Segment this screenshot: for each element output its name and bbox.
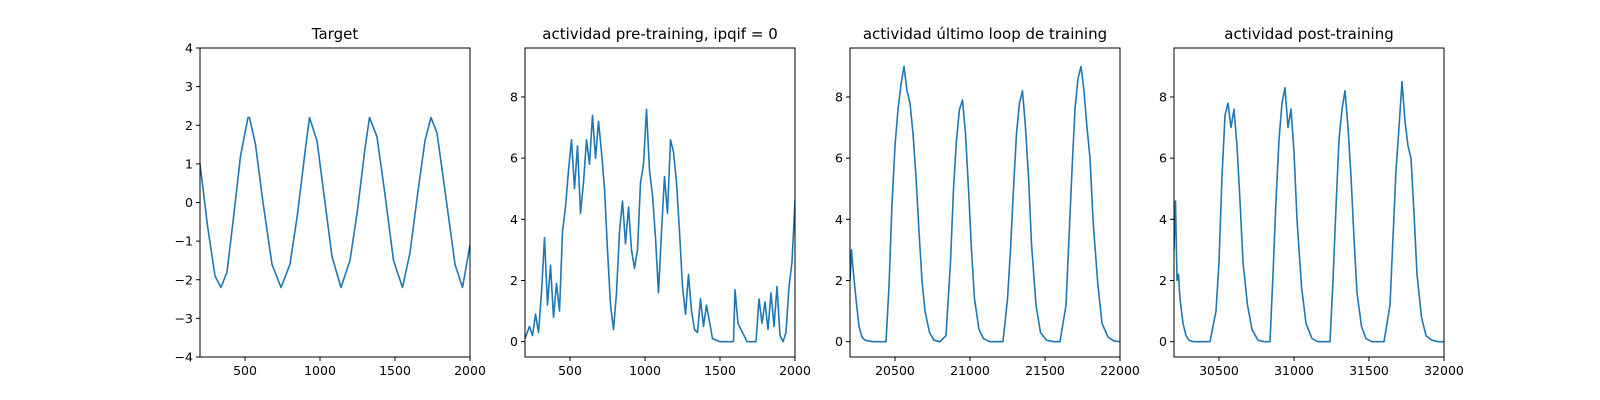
x-tick-label: 2000 bbox=[779, 363, 811, 378]
y-tick-label: −3 bbox=[175, 311, 193, 326]
x-tick-label: 1500 bbox=[704, 363, 736, 378]
y-tick-label: 0 bbox=[510, 334, 518, 349]
y-tick-label: 2 bbox=[185, 118, 193, 133]
subplot-title: Target bbox=[311, 25, 359, 43]
x-tick-label: 1500 bbox=[379, 363, 411, 378]
x-tick-label: 2000 bbox=[454, 363, 486, 378]
y-tick-label: 0 bbox=[1159, 334, 1167, 349]
y-tick-label: 6 bbox=[1159, 151, 1167, 166]
subplot-4: 30500 31000 31500 32000 0 2 4 6 8 actividad post-… bbox=[1159, 25, 1464, 378]
x-tick-label: 21500 bbox=[1025, 363, 1065, 378]
y-tick-label: −1 bbox=[175, 234, 193, 249]
series-line bbox=[850, 65, 1120, 343]
axes-frame bbox=[199, 47, 471, 358]
series-line bbox=[1174, 80, 1444, 343]
x-tick-label: 21000 bbox=[950, 363, 990, 378]
subplot-3: 20500 21000 21500 22000 0 2 4 6 8 actividad últim… bbox=[835, 25, 1140, 378]
x-tick-label: 500 bbox=[233, 363, 257, 378]
axes-frame bbox=[849, 47, 1121, 358]
subplot-1: 500 1000 1500 2000 −4 −3 −2 −1 0 1 2 3 4 Target bbox=[175, 25, 486, 378]
y-tick-label: −4 bbox=[175, 350, 193, 365]
x-tick-label: 500 bbox=[558, 363, 582, 378]
x-tick-label: 20500 bbox=[875, 363, 915, 378]
y-tick-label: 2 bbox=[835, 273, 843, 288]
y-tick-label: −2 bbox=[175, 272, 193, 287]
y-tick-label: 8 bbox=[835, 89, 843, 104]
y-tick-label: 6 bbox=[835, 151, 843, 166]
y-tick-label: 4 bbox=[185, 41, 193, 56]
y-tick-label: 2 bbox=[510, 273, 518, 288]
y-tick-label: 6 bbox=[510, 151, 518, 166]
subplot-title: actividad pre-training, ipqif = 0 bbox=[542, 25, 778, 43]
x-tick-label: 31500 bbox=[1349, 363, 1389, 378]
y-tick-label: 4 bbox=[510, 212, 518, 227]
x-tick-label: 1000 bbox=[629, 363, 661, 378]
axes-frame bbox=[1173, 47, 1445, 358]
y-tick-label: 8 bbox=[1159, 89, 1167, 104]
y-tick-label: 0 bbox=[185, 195, 193, 210]
y-tick-label: 4 bbox=[835, 212, 843, 227]
y-tick-label: 2 bbox=[1159, 273, 1167, 288]
x-tick-label: 1000 bbox=[304, 363, 336, 378]
y-tick-label: 8 bbox=[510, 89, 518, 104]
series-line bbox=[200, 116, 470, 289]
axes-frame bbox=[524, 47, 796, 358]
subplot-title: actividad post-training bbox=[1224, 25, 1393, 43]
y-tick-label: 3 bbox=[185, 79, 193, 94]
x-tick-label: 22000 bbox=[1100, 363, 1140, 378]
y-tick-label: 0 bbox=[835, 334, 843, 349]
subplot-title: actividad último loop de training bbox=[863, 25, 1107, 43]
x-tick-label: 30500 bbox=[1199, 363, 1239, 378]
y-tick-label: 1 bbox=[185, 156, 193, 171]
y-tick-label: 4 bbox=[1159, 212, 1167, 227]
x-tick-label: 31000 bbox=[1274, 363, 1314, 378]
series-line bbox=[525, 108, 795, 343]
x-tick-label: 32000 bbox=[1424, 363, 1464, 378]
subplot-2: 500 1000 1500 2000 0 2 4 6 8 actividad pre-traini… bbox=[510, 25, 811, 378]
